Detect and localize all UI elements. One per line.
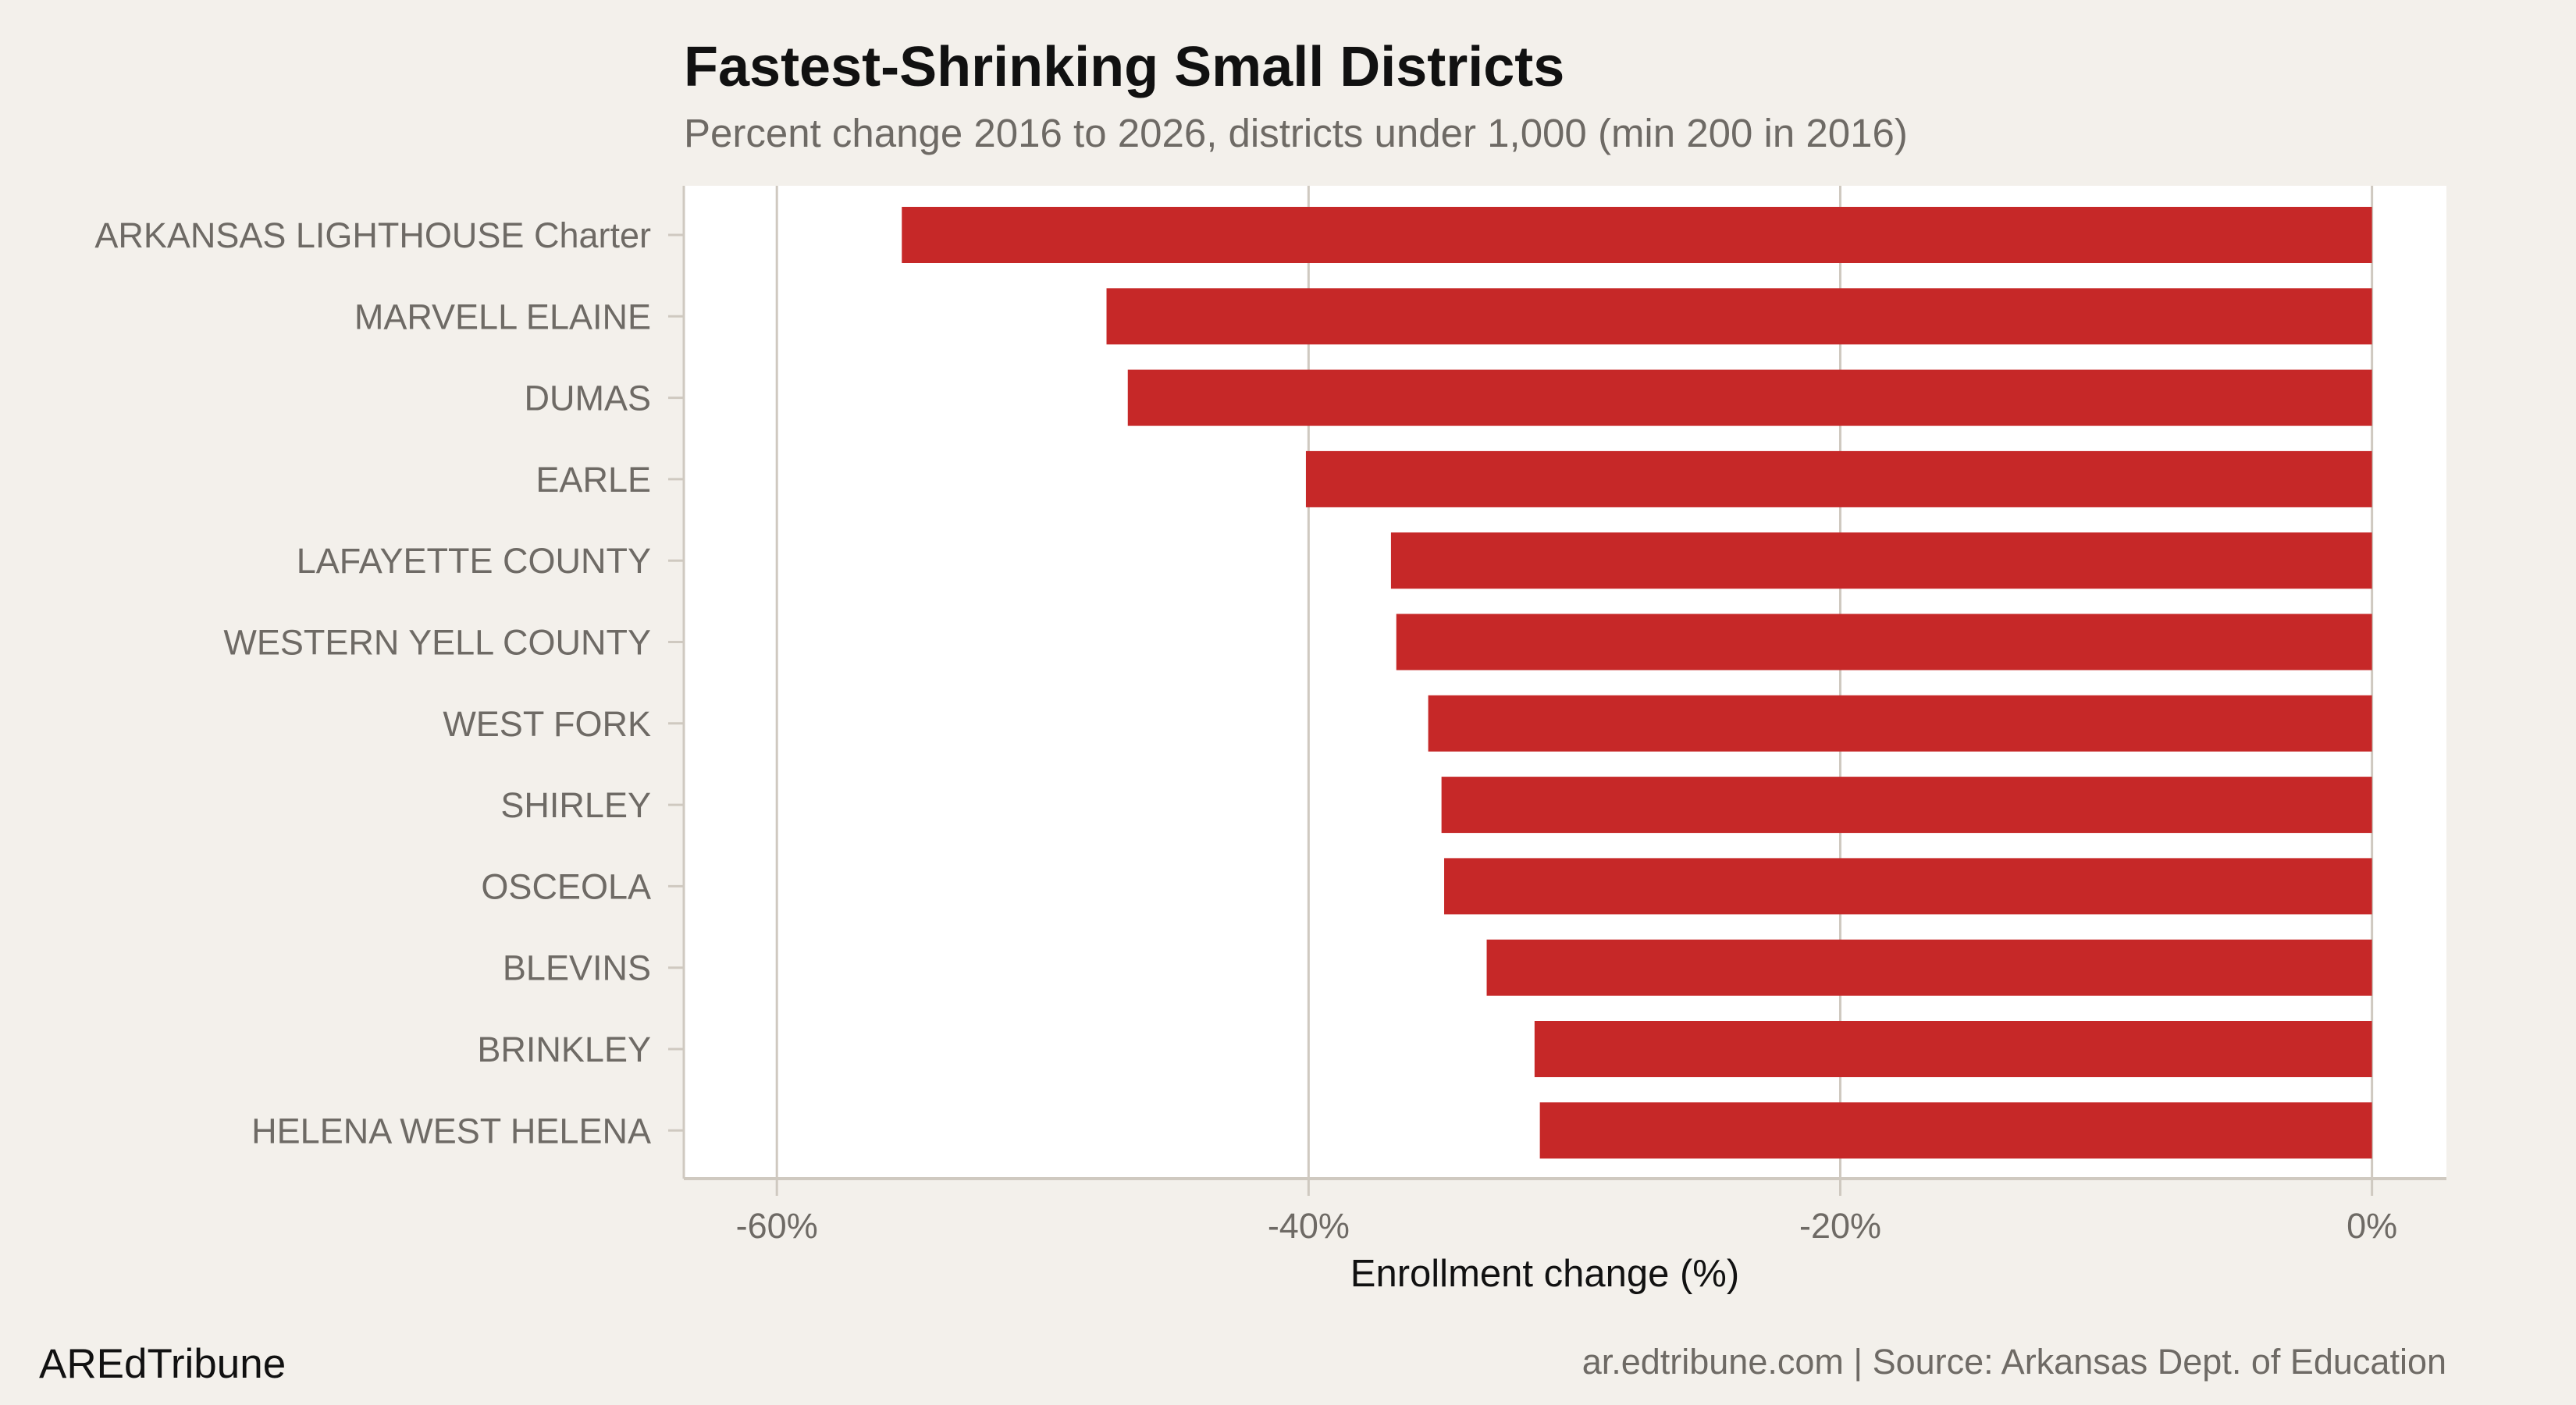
x-tick-label: -60% xyxy=(736,1206,818,1246)
chart-subtitle: Percent change 2016 to 2026, districts u… xyxy=(684,111,1908,155)
bar xyxy=(1539,1102,2372,1159)
x-tick-label: 0% xyxy=(2347,1206,2397,1246)
x-tick-label: -40% xyxy=(1268,1206,1350,1246)
category-label: HELENA WEST HELENA xyxy=(251,1111,651,1151)
plot-panel xyxy=(684,186,2446,1178)
bar xyxy=(1534,1021,2372,1077)
bar xyxy=(902,207,2372,263)
category-label: ARKANSAS LIGHTHOUSE Charter xyxy=(94,215,651,255)
bar xyxy=(1396,614,2372,670)
x-tick-label: -20% xyxy=(1799,1206,1881,1246)
category-label: LAFAYETTE COUNTY xyxy=(297,541,651,581)
category-label: BLEVINS xyxy=(503,948,651,988)
category-label: BRINKLEY xyxy=(477,1030,651,1069)
bar xyxy=(1390,532,2372,589)
bar xyxy=(1127,369,2372,426)
bar xyxy=(1486,939,2372,996)
bar xyxy=(1106,288,2372,345)
bar xyxy=(1441,777,2372,834)
category-label: OSCEOLA xyxy=(481,866,651,906)
category-label: DUMAS xyxy=(524,379,651,418)
category-label: SHIRLEY xyxy=(500,785,651,825)
source-caption: ar.edtribune.com | Source: Arkansas Dept… xyxy=(1582,1342,2446,1382)
category-label: MARVELL ELAINE xyxy=(354,297,651,336)
bar xyxy=(1444,858,2372,915)
bar xyxy=(1428,695,2372,752)
category-label: EARLE xyxy=(535,460,651,500)
bar xyxy=(1305,450,2372,507)
chart-title: Fastest-Shrinking Small Districts xyxy=(684,36,1564,98)
category-label: WEST FORK xyxy=(443,704,651,744)
brand-logo: AREdTribune xyxy=(39,1341,286,1387)
x-axis-label: Enrollment change (%) xyxy=(1350,1253,1739,1295)
category-label: WESTERN YELL COUNTY xyxy=(223,623,651,663)
